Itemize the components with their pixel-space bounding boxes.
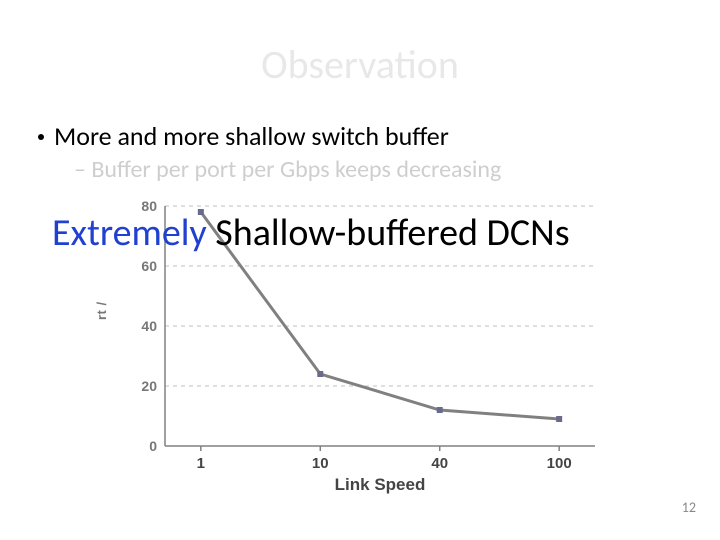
svg-text:0: 0	[149, 438, 157, 454]
y-axis-label: rt /	[94, 301, 109, 320]
svg-text:40: 40	[141, 318, 157, 334]
svg-text:100: 100	[547, 455, 572, 472]
svg-text:10: 10	[312, 455, 329, 472]
overlay-blue: Extremely	[52, 210, 207, 256]
page-number: 12	[682, 499, 696, 516]
svg-text:1: 1	[197, 455, 205, 472]
slide: Observation More and more shallow switch…	[0, 0, 720, 540]
slide-title: Observation	[0, 40, 720, 89]
bullet-main-text: More and more shallow switch buffer	[54, 120, 449, 152]
svg-text:60: 60	[141, 258, 157, 274]
svg-text:Link Speed: Link Speed	[335, 475, 426, 494]
svg-text:40: 40	[431, 455, 448, 472]
svg-text:20: 20	[141, 378, 157, 394]
bullet-main: More and more shallow switch buffer	[38, 120, 449, 152]
bullet-dot-icon	[38, 134, 44, 140]
overlay-text: Extremely Shallow-buffered DCNs	[52, 210, 570, 256]
bullet-sub: – Buffer per port per Gbps keeps decreas…	[74, 155, 501, 184]
overlay-black: Shallow-buffered DCNs	[207, 210, 570, 256]
